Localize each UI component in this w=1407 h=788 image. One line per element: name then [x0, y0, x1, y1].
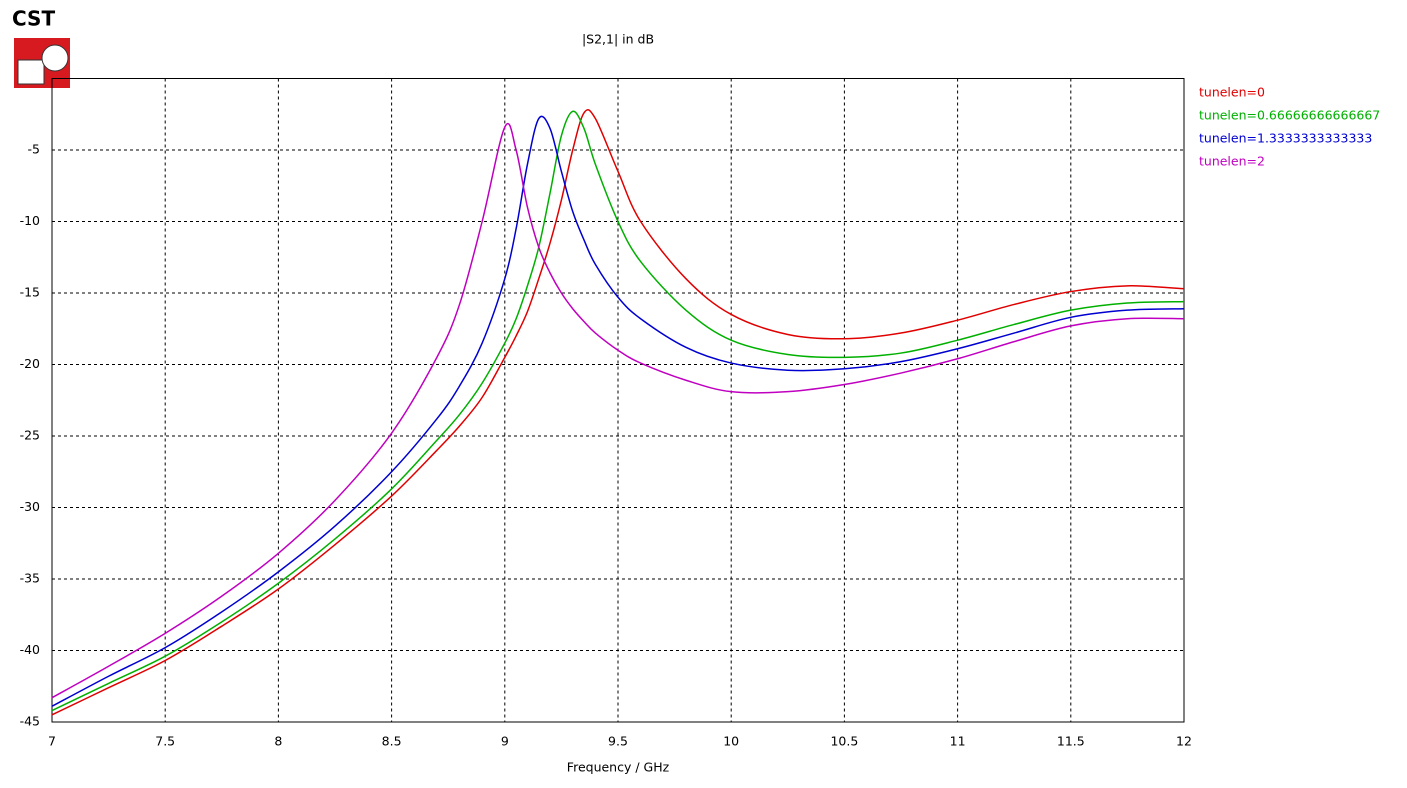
series-line: [51, 123, 1185, 699]
series-line: [51, 110, 1185, 712]
series-line: [51, 109, 1185, 716]
x-tick-label: 10.5: [830, 734, 858, 749]
y-tick-label: -10: [20, 213, 40, 228]
logo: CST: [12, 7, 70, 88]
x-tick-label: 7: [48, 734, 56, 749]
x-tick-label: 9.5: [608, 734, 628, 749]
x-tick-label: 11.5: [1057, 734, 1085, 749]
y-tick-label: -35: [20, 571, 40, 586]
y-tick-label: -20: [20, 356, 40, 371]
logo-ball: [41, 44, 69, 72]
x-axis-label: Frequency / GHz: [567, 760, 670, 775]
legend-entry: tunelen=0.66666666666667: [1199, 108, 1380, 123]
series-line: [51, 115, 1185, 707]
y-tick-label: -30: [20, 499, 40, 514]
legend-entry: tunelen=2: [1199, 154, 1265, 169]
logo-text: CST: [12, 7, 55, 31]
x-tick-label: 12: [1176, 734, 1192, 749]
x-tick-label: 7.5: [155, 734, 175, 749]
y-tick-label: -5: [28, 142, 40, 157]
y-tick-label: -45: [20, 714, 40, 729]
y-tick-label: -25: [20, 428, 40, 443]
y-tick-label: -40: [20, 642, 40, 657]
legend-entry: tunelen=0: [1199, 85, 1265, 100]
plot-frame: [51, 78, 1185, 723]
x-tick-label: 8: [274, 734, 282, 749]
y-tick-label: -15: [20, 285, 40, 300]
x-tick-label: 8.5: [382, 734, 402, 749]
logo-cube: [17, 59, 45, 85]
x-tick-label: 10: [723, 734, 739, 749]
x-tick-label: 9: [501, 734, 509, 749]
x-tick-label: 11: [950, 734, 966, 749]
chart-title: |S2,1| in dB: [582, 32, 654, 47]
legend-entry: tunelen=1.3333333333333: [1199, 131, 1372, 146]
